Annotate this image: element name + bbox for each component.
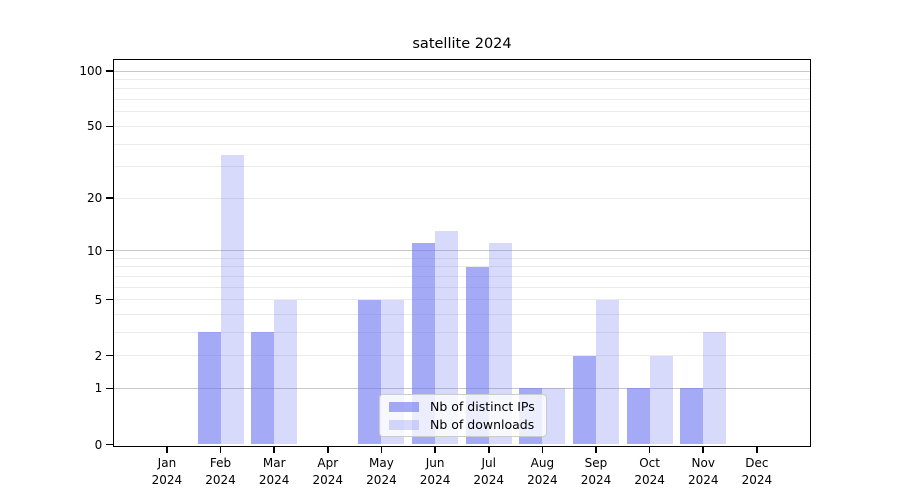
y-tick-mark <box>106 125 114 128</box>
minor-gridline <box>113 197 811 199</box>
minor-gridline <box>113 313 811 315</box>
y-tick-mark <box>106 249 114 252</box>
x-tick-label: Nov 2024 <box>687 456 719 487</box>
bar-distinct-ips-mar <box>251 332 275 445</box>
x-tick-label: Mar 2024 <box>258 456 290 487</box>
bar-downloads-nov <box>703 332 727 445</box>
x-tick-mark <box>595 447 597 453</box>
bar-downloads-aug <box>542 388 566 445</box>
y-tick-label: 50 <box>87 119 103 134</box>
bar-downloads-oct <box>649 355 673 445</box>
bar-distinct-ips-may <box>358 299 382 445</box>
bar-distinct-ips-sep <box>572 355 596 445</box>
minor-gridline <box>113 143 811 145</box>
x-tick-mark <box>219 447 222 453</box>
minor-gridline <box>113 266 811 268</box>
y-tick-mark <box>106 387 114 390</box>
minor-gridline <box>113 331 811 333</box>
minor-gridline <box>113 166 811 168</box>
x-tick-label: Aug 2024 <box>527 456 558 487</box>
y-tick-label: 1 <box>94 381 103 396</box>
x-tick-mark <box>648 447 651 453</box>
minor-gridline <box>113 88 811 90</box>
x-tick-label: Jan 2024 <box>151 456 183 487</box>
x-tick-mark <box>487 447 490 453</box>
minor-gridline <box>113 355 811 357</box>
x-tick-mark <box>380 447 383 453</box>
bar-downloads-feb <box>220 154 244 445</box>
legend: Nb of distinct IPs Nb of downloads <box>379 394 547 437</box>
x-tick-label: Sep 2024 <box>580 456 612 487</box>
y-tick-label: 100 <box>79 64 103 79</box>
x-tick-label: Feb 2024 <box>205 456 236 487</box>
x-tick-mark <box>434 447 436 453</box>
major-gridline <box>113 387 811 389</box>
x-tick-mark <box>541 447 544 453</box>
y-tick-mark <box>106 298 114 301</box>
y-tick-mark <box>106 197 114 199</box>
minor-gridline <box>113 79 811 81</box>
x-tick-mark <box>327 447 329 453</box>
legend-label-distinct-ips: Nb of distinct IPs <box>430 399 535 414</box>
y-tick-mark <box>106 443 114 446</box>
x-tick-mark <box>756 447 758 453</box>
x-tick-label: May 2024 <box>366 456 397 487</box>
y-tick-mark <box>106 354 114 357</box>
minor-gridline <box>113 99 811 101</box>
y-tick-label: 20 <box>87 191 103 206</box>
bar-distinct-ips-nov <box>680 388 704 445</box>
bar-downloads-sep <box>595 299 619 445</box>
legend-entry-distinct-ips: Nb of distinct IPs <box>389 400 537 413</box>
minor-gridline <box>113 299 811 301</box>
x-tick-mark <box>702 447 705 453</box>
x-tick-label: Jul 2024 <box>473 456 504 487</box>
x-tick-label: Apr 2024 <box>312 456 344 487</box>
y-tick-label: 2 <box>94 348 103 363</box>
legend-label-downloads: Nb of downloads <box>430 417 535 432</box>
bar-downloads-jun <box>435 231 459 445</box>
legend-entry-downloads: Nb of downloads <box>389 418 537 431</box>
minor-gridline <box>113 257 811 259</box>
minor-gridline <box>113 286 811 288</box>
plot-area <box>113 59 811 447</box>
minor-gridline <box>113 125 811 127</box>
bar-downloads-mar <box>274 299 298 445</box>
minor-gridline <box>113 275 811 277</box>
x-tick-mark <box>273 447 275 453</box>
x-tick-label: Dec 2024 <box>741 456 773 487</box>
y-tick-label: 5 <box>94 292 103 307</box>
chart-title: satellite 2024 <box>412 36 512 52</box>
bar-distinct-ips-feb <box>197 332 221 445</box>
bar-distinct-ips-oct <box>626 388 650 445</box>
y-tick-mark <box>106 70 114 72</box>
major-gridline <box>113 250 811 251</box>
x-tick-mark <box>166 447 168 453</box>
major-gridline <box>113 70 811 72</box>
legend-swatch-distinct-ips <box>389 401 419 412</box>
x-tick-label: Oct 2024 <box>634 456 665 487</box>
x-tick-label: Jun 2024 <box>419 456 451 487</box>
minor-gridline <box>113 111 811 113</box>
y-tick-label: 0 <box>94 437 103 452</box>
legend-swatch-downloads <box>389 419 419 430</box>
y-tick-label: 10 <box>87 243 103 258</box>
